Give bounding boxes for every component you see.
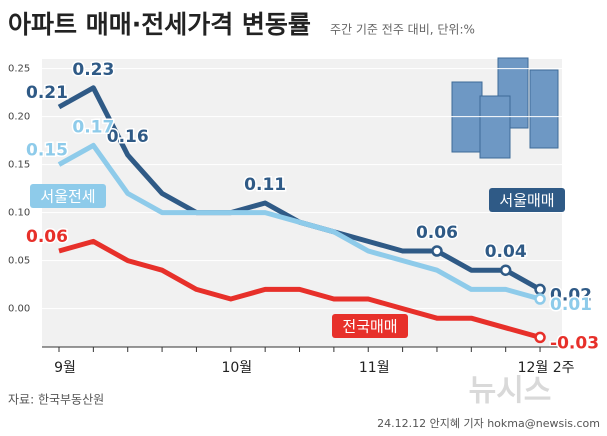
x-tick-label: 12월 2주 <box>518 360 575 376</box>
series-name: 서울매매 <box>499 192 554 210</box>
point-marker <box>431 245 443 257</box>
series-name-box <box>489 188 565 212</box>
value-label: 0.15 <box>26 141 68 161</box>
y-tick-label: 0.05 <box>8 256 30 267</box>
series-line <box>58 238 541 340</box>
value-label: 0.01 <box>550 295 592 315</box>
chart-subtitle: 주간 기준 전주 대비, 단위:% <box>330 23 475 37</box>
value-label: 0.23 <box>72 60 114 80</box>
x-tick-label: 9월 <box>54 360 76 376</box>
y-tick-label: 0.10 <box>8 208 30 219</box>
x-tick-label: 10월 <box>221 360 252 376</box>
building-icons <box>451 57 559 159</box>
value-label: -0.03 <box>550 333 599 353</box>
value-label: 0.11 <box>244 175 286 195</box>
value-label: 0.17 <box>72 117 114 137</box>
series-name: 서울전세 <box>40 188 95 206</box>
y-tick-label: 0.00 <box>8 304 30 315</box>
credit: 24.12.12 안지혜 기자 hokma@newsis.com <box>377 417 600 430</box>
value-label: 0.04 <box>485 242 527 262</box>
value-label: 0.21 <box>26 83 68 103</box>
series-name-box <box>30 184 106 208</box>
series-name-box <box>332 314 408 338</box>
x-tick-label: 11월 <box>359 360 390 376</box>
point-marker <box>534 293 546 305</box>
value-label: 0.06 <box>416 223 458 243</box>
point-marker <box>534 331 546 344</box>
value-label: 0.02 <box>550 285 592 305</box>
point-marker <box>534 283 546 296</box>
chart-title: 아파트 매매·전세가격 변동률 <box>8 10 311 39</box>
series-name: 전국매매 <box>342 318 397 336</box>
watermark: 뉴시스 <box>469 374 552 409</box>
value-label: 0.06 <box>26 227 68 247</box>
building <box>529 69 559 149</box>
source: 자료: 한국부동산원 <box>8 393 104 407</box>
series-line <box>57 142 541 302</box>
point-marker <box>499 264 512 276</box>
y-tick-label: 0.15 <box>8 160 30 171</box>
y-tick-label: 0.20 <box>8 112 30 123</box>
building <box>479 95 511 159</box>
value-label: 0.16 <box>107 127 149 147</box>
y-tick-label: 0.25 <box>8 64 30 75</box>
